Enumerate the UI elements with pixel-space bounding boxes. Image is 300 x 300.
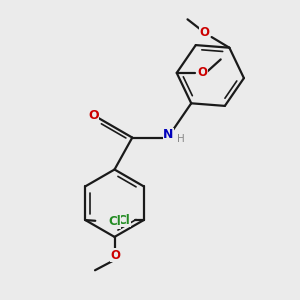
Text: O: O	[110, 249, 120, 262]
Text: O: O	[88, 109, 99, 122]
Text: O: O	[197, 66, 207, 80]
Text: N: N	[163, 128, 174, 141]
Text: H: H	[177, 134, 185, 144]
Text: Cl: Cl	[118, 214, 130, 226]
Text: Cl: Cl	[108, 215, 121, 228]
Text: O: O	[200, 26, 209, 39]
